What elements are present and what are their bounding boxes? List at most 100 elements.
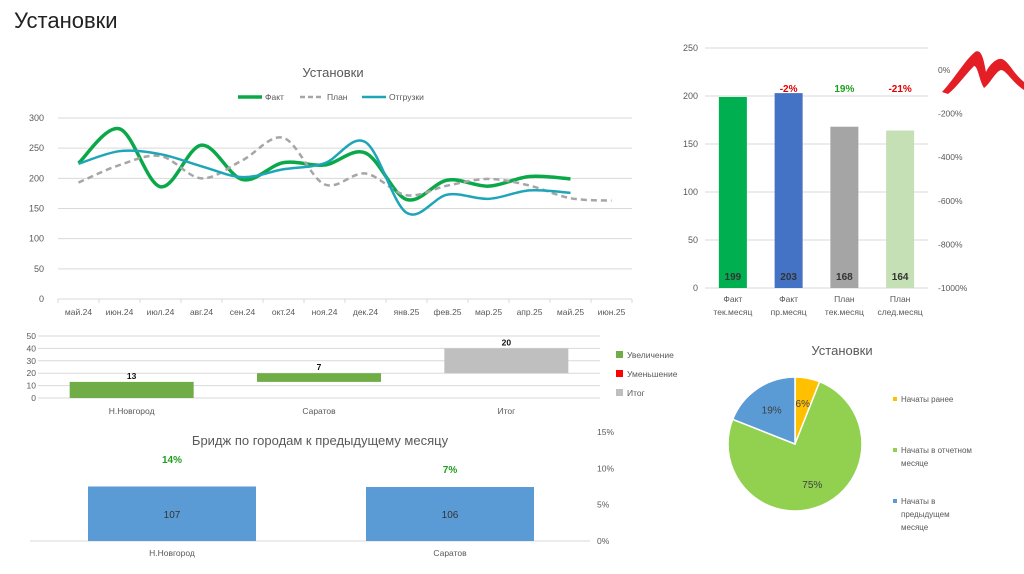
x-tick-label: Факт xyxy=(723,294,742,304)
bridge-bar xyxy=(366,487,534,541)
x-tick-label: след.месяц xyxy=(877,307,922,317)
legend-label: Увеличение xyxy=(627,350,674,360)
bar-value-label: 199 xyxy=(725,272,742,283)
waterfall-bar xyxy=(69,381,194,398)
change-label: -21% xyxy=(888,84,911,95)
y-tick-label: 0 xyxy=(31,393,36,403)
y2-tick-label: -1000% xyxy=(938,283,968,293)
percent-label: 14% xyxy=(162,455,182,466)
x-tick-label: пр.месяц xyxy=(771,307,807,317)
bar xyxy=(830,126,859,288)
bar-value-label: 7 xyxy=(317,362,322,372)
x-tick-label: апр.25 xyxy=(517,307,543,317)
y-tick-label: 0 xyxy=(693,283,698,293)
legend-swatch xyxy=(616,389,623,396)
x-tick-label: май.25 xyxy=(557,307,584,317)
pie-slice xyxy=(731,376,796,446)
y-tick-label: 200 xyxy=(29,173,44,183)
pie-slice-label: 6% xyxy=(796,399,811,410)
y-tick-label: 40 xyxy=(27,343,37,353)
waterfall-bar xyxy=(444,348,569,374)
legend-label: предыдущем xyxy=(901,510,950,519)
waterfall-bar xyxy=(257,373,381,382)
x-tick-label: План xyxy=(890,294,911,304)
bridge-chart-title: Бридж по городам к предыдущему месяцу xyxy=(192,433,449,448)
series-line-Факт xyxy=(77,127,571,202)
y-tick-label: 150 xyxy=(29,204,44,214)
y-tick-label: 10 xyxy=(27,381,37,391)
x-tick-label: Итог xyxy=(497,406,515,416)
y-tick-label: 0 xyxy=(39,294,44,304)
x-tick-label: авг.24 xyxy=(190,307,213,317)
pie-slice-label: 19% xyxy=(762,406,782,417)
x-tick-label: План xyxy=(834,294,855,304)
pie-chart-title: Установки xyxy=(811,343,872,358)
y2-tick-label: -200% xyxy=(938,109,963,119)
y-tick-label: 300 xyxy=(29,113,44,123)
y-tick-label: 250 xyxy=(683,43,698,53)
y-tick-label: 100 xyxy=(29,234,44,244)
y2-tick-label: 10% xyxy=(597,463,614,473)
x-tick-label: май.24 xyxy=(65,307,92,317)
y2-tick-label: -800% xyxy=(938,239,963,249)
x-tick-label: Факт xyxy=(779,294,798,304)
series-line-Отгрузки xyxy=(78,139,571,216)
legend-label: Начаты в отчетном xyxy=(901,446,972,455)
legend-swatch xyxy=(616,351,623,358)
legend-label: Уменьшение xyxy=(627,369,678,379)
legend-label: Факт xyxy=(265,92,284,102)
y2-tick-label: 15% xyxy=(597,427,614,437)
x-tick-label: мар.25 xyxy=(475,307,502,317)
line-chart-title: Установки xyxy=(302,65,363,80)
x-tick-label: тек.месяц xyxy=(713,307,752,317)
y2-tick-label: 5% xyxy=(597,500,610,510)
bar-value-label: 168 xyxy=(836,272,853,283)
y2-tick-label: -600% xyxy=(938,196,963,206)
x-tick-label: ноя.24 xyxy=(312,307,338,317)
legend-swatch xyxy=(893,397,897,401)
legend-label: Итог xyxy=(627,388,645,398)
y-tick-label: 250 xyxy=(29,143,44,153)
x-tick-label: Н.Новгород xyxy=(149,548,195,558)
bar xyxy=(886,130,915,288)
legend-label: Отгрузки xyxy=(389,92,424,102)
x-tick-label: Саратов xyxy=(433,548,467,558)
y-tick-label: 100 xyxy=(683,187,698,197)
x-tick-label: дек.24 xyxy=(353,307,378,317)
x-tick-label: окт.24 xyxy=(272,307,296,317)
brand-logo-m-icon xyxy=(942,51,1024,94)
bar-value-label: 106 xyxy=(442,510,459,521)
x-tick-label: тек.месяц xyxy=(825,307,864,317)
x-tick-label: июл.24 xyxy=(147,307,175,317)
y-tick-label: 50 xyxy=(34,264,44,274)
page-title: Установки xyxy=(14,8,118,33)
bar xyxy=(718,96,747,289)
x-tick-label: июн.25 xyxy=(598,307,626,317)
x-tick-label: июн.24 xyxy=(106,307,134,317)
legend-swatch xyxy=(616,370,623,377)
y2-tick-label: 0% xyxy=(597,536,610,546)
y-tick-label: 200 xyxy=(683,91,698,101)
bar-value-label: 20 xyxy=(502,337,512,347)
x-tick-label: Саратов xyxy=(302,406,336,416)
bar xyxy=(774,93,803,289)
legend-label: Начаты ранее xyxy=(901,395,954,404)
legend-label: План xyxy=(327,92,348,102)
bar-value-label: 164 xyxy=(892,272,909,283)
change-label: 19% xyxy=(834,84,854,95)
y2-tick-label: 0% xyxy=(938,65,951,75)
y2-tick-label: -400% xyxy=(938,152,963,162)
legend-label: Начаты в xyxy=(901,497,935,506)
x-tick-label: янв.25 xyxy=(394,307,420,317)
bar-value-label: 203 xyxy=(780,272,797,283)
pie-slice-label: 75% xyxy=(802,480,822,491)
y-tick-label: 150 xyxy=(683,139,698,149)
y-tick-label: 20 xyxy=(27,368,37,378)
legend-label: месяце xyxy=(901,459,929,468)
pie-slice xyxy=(727,380,863,512)
x-tick-label: фев.25 xyxy=(433,307,461,317)
bar-value-label: 107 xyxy=(164,510,181,521)
y-tick-label: 50 xyxy=(688,235,698,245)
y-tick-label: 50 xyxy=(27,331,37,341)
y-tick-label: 30 xyxy=(27,356,37,366)
